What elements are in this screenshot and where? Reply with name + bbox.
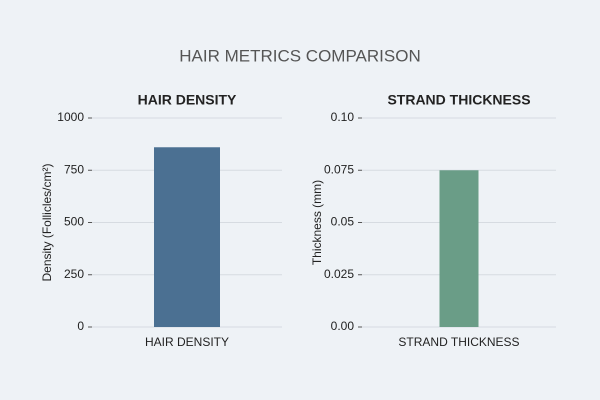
y-tick-label: 750	[64, 162, 84, 176]
y-tick-label: 0.00	[331, 319, 355, 333]
x-tick-label: STRAND THICKNESS	[398, 335, 519, 349]
y-tick-label: 0.025	[324, 267, 354, 281]
figure-title: HAIR METRICS COMPARISON	[179, 46, 420, 65]
bar	[439, 170, 479, 327]
y-axis-label: Thickness (mm)	[310, 180, 324, 265]
bar	[154, 147, 220, 327]
panel-title: HAIR DENSITY	[138, 92, 237, 108]
y-tick-label: 1000	[57, 110, 84, 124]
y-tick-label: 250	[64, 267, 84, 281]
y-tick-label: 0	[77, 319, 84, 333]
y-tick-label: 0.10	[331, 110, 355, 124]
y-tick-label: 0.075	[324, 162, 354, 176]
panel-title: STRAND THICKNESS	[387, 92, 530, 108]
y-tick-label: 500	[64, 215, 84, 229]
x-tick-label: HAIR DENSITY	[145, 335, 229, 349]
y-tick-label: 0.05	[331, 215, 355, 229]
y-axis-label: Density (Follicles/cm²)	[40, 163, 54, 281]
